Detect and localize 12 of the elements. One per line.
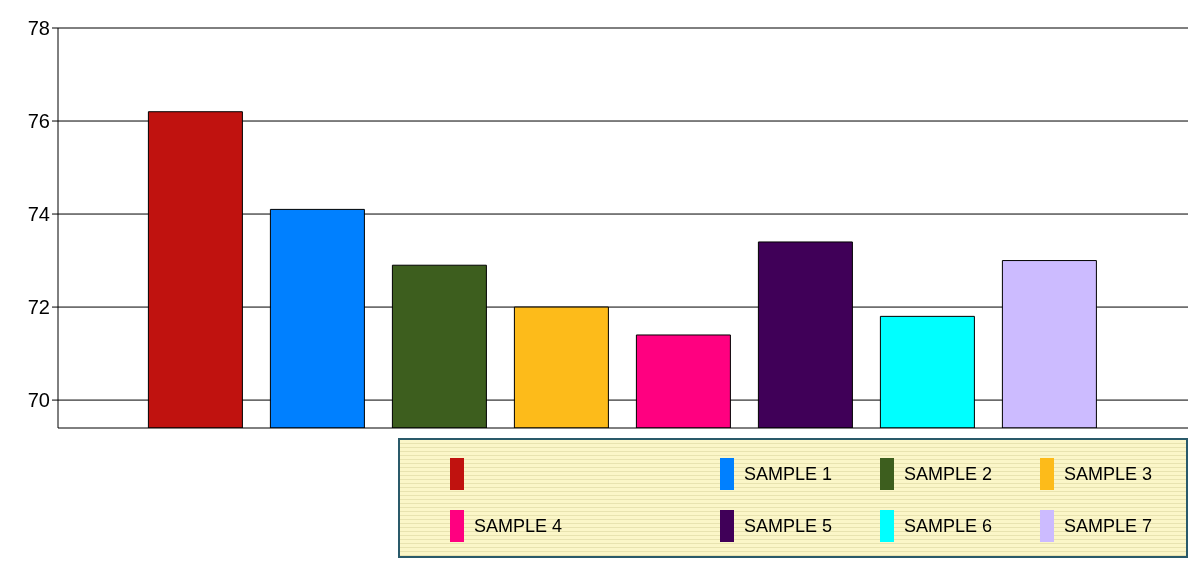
legend-label: SAMPLE 7 [1064,515,1153,537]
y-tick-label: 70 [27,389,50,412]
legend-label: SAMPLE 2 [904,463,993,485]
legend-label: SAMPLE 3 [1064,463,1153,485]
y-tick-label: 78 [27,17,50,40]
legend-label: SAMPLE 4 [474,515,563,537]
y-tick-label: 72 [27,296,50,319]
y-tick-label: 76 [27,110,50,133]
y-tick-label: 74 [27,203,50,226]
legend-label: SAMPLE 5 [744,515,833,537]
legend-label: SAMPLE 6 [904,515,993,537]
legend-label: SAMPLE 1 [744,463,833,485]
